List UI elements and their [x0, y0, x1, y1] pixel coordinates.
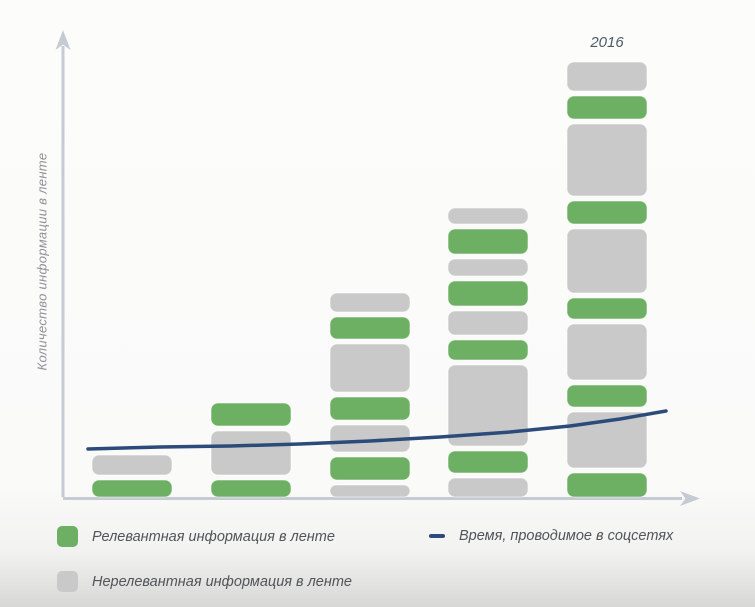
trend-line-swatch-icon [429, 534, 445, 538]
bar-segment-relevant [447, 339, 529, 361]
bar-segment-relevant [91, 479, 173, 498]
legend-label-time: Время, проводимое в соцсетях [459, 528, 674, 544]
y-axis-arrow-icon [55, 30, 71, 50]
bar-segment-irrelevant [447, 364, 529, 447]
bar-segment-irrelevant [566, 411, 648, 469]
bar-segment-irrelevant [566, 228, 648, 294]
legend-item-time: Время, проводимое в соцсетях [429, 528, 673, 544]
legend-item-relevant: Релевантная информация в ленте [57, 526, 335, 547]
bar-segment-irrelevant [329, 343, 411, 393]
bar-segment-relevant [566, 384, 648, 408]
bar-segment-irrelevant [566, 123, 648, 197]
bar-segment-relevant [566, 297, 648, 320]
bar-segment-irrelevant [566, 61, 648, 92]
legend-label-relevant: Релевантная информация в ленте [92, 528, 335, 545]
bar-segment-irrelevant [447, 207, 529, 225]
bar-segment-relevant [329, 396, 411, 421]
bar-segment-relevant [566, 200, 648, 225]
bar-segment-irrelevant [566, 323, 648, 381]
bar-segment-irrelevant [447, 310, 529, 336]
bar-segment-irrelevant [91, 454, 173, 476]
bar-segment-irrelevant [329, 484, 411, 498]
x-axis-arrow-icon [680, 491, 700, 506]
axes [55, 30, 700, 506]
bar-segment-relevant [210, 479, 292, 498]
year-annotation: 2016 [590, 34, 624, 51]
bar-segment-irrelevant [447, 477, 529, 498]
bar-segment-relevant [566, 472, 648, 498]
bar-segment-relevant [447, 228, 529, 255]
bar-segment-irrelevant [447, 258, 529, 277]
bar-segment-relevant [210, 402, 292, 427]
trend-line [86, 409, 668, 451]
bar-segment-irrelevant [329, 292, 411, 313]
bar-segment-irrelevant [210, 430, 292, 476]
legend-item-irrelevant: Нерелевантная информация в ленте [57, 571, 352, 592]
bar-segment-relevant [329, 316, 411, 340]
bar-segment-relevant [447, 450, 529, 474]
bars-layer [91, 61, 648, 498]
bar-segment-relevant [447, 280, 529, 307]
legend-label-irrelevant: Нерелевантная информация в ленте [92, 573, 352, 590]
relevant-swatch-icon [57, 526, 78, 547]
y-axis-label: Количество информации в ленте [34, 152, 50, 371]
bar-segment-relevant [329, 456, 411, 481]
irrelevant-swatch-icon [57, 571, 78, 592]
bar-segment-relevant [566, 95, 648, 120]
